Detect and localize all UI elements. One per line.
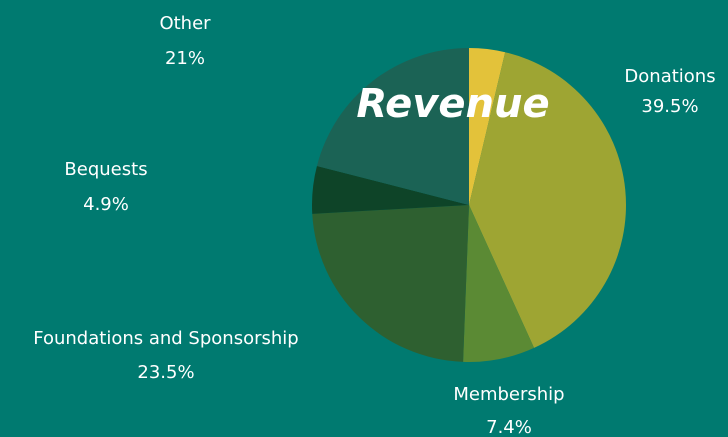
- value-label: 7.4%: [486, 417, 532, 437]
- slice-label: Other: [159, 13, 211, 34]
- pie-slice: [463, 205, 535, 362]
- chart-title: Revenue: [356, 81, 549, 127]
- pie-slice: [469, 52, 627, 348]
- slice-label: Donations: [624, 66, 715, 87]
- pie-slice: [312, 205, 469, 362]
- pie-slice: [469, 48, 506, 205]
- value-label: 21%: [165, 48, 205, 69]
- pie: [312, 48, 627, 362]
- pie-slice: [312, 165, 469, 214]
- pie-slice: [316, 48, 469, 205]
- value-label: 23.5%: [137, 362, 194, 383]
- slice-label: Membership: [453, 384, 564, 405]
- value-label: 39.5%: [641, 96, 698, 117]
- value-label: 4.9%: [83, 194, 129, 215]
- slice-label: Foundations and Sponsorship: [33, 328, 298, 349]
- slice-label: Bequests: [64, 159, 147, 180]
